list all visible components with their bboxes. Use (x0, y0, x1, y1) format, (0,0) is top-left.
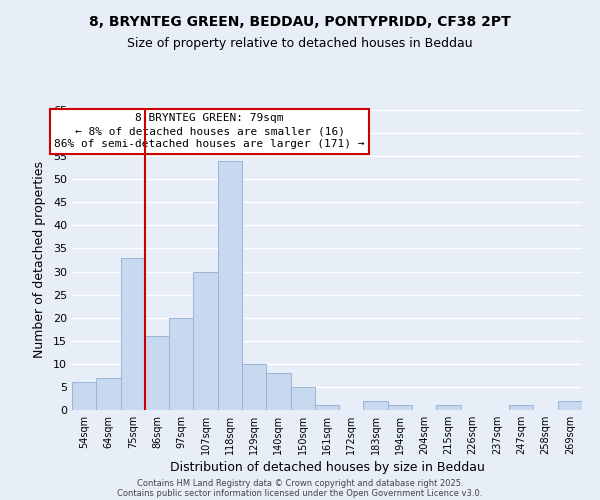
Bar (218, 161, 242, 410)
Text: 8 BRYNTEG GREEN: 79sqm
← 8% of detached houses are smaller (16)
86% of semi-deta: 8 BRYNTEG GREEN: 79sqm ← 8% of detached … (55, 113, 365, 150)
Text: Contains public sector information licensed under the Open Government Licence v3: Contains public sector information licen… (118, 490, 482, 498)
Bar (315, 406, 339, 410)
Bar (558, 401, 582, 410)
Bar (290, 387, 315, 410)
Bar (364, 401, 388, 410)
Bar (436, 406, 461, 410)
Bar (145, 336, 169, 410)
Bar (72, 382, 96, 410)
Bar (121, 258, 145, 410)
Text: Size of property relative to detached houses in Beddau: Size of property relative to detached ho… (127, 38, 473, 51)
Text: 8, BRYNTEG GREEN, BEDDAU, PONTYPRIDD, CF38 2PT: 8, BRYNTEG GREEN, BEDDAU, PONTYPRIDD, CF… (89, 15, 511, 29)
X-axis label: Distribution of detached houses by size in Beddau: Distribution of detached houses by size … (170, 461, 484, 474)
Y-axis label: Number of detached properties: Number of detached properties (33, 162, 46, 358)
Bar (509, 406, 533, 410)
Bar (193, 272, 218, 410)
Bar (388, 406, 412, 410)
Bar (266, 373, 290, 410)
Bar (169, 318, 193, 410)
Bar (96, 378, 121, 410)
Text: Contains HM Land Registry data © Crown copyright and database right 2025.: Contains HM Land Registry data © Crown c… (137, 478, 463, 488)
Bar (242, 364, 266, 410)
